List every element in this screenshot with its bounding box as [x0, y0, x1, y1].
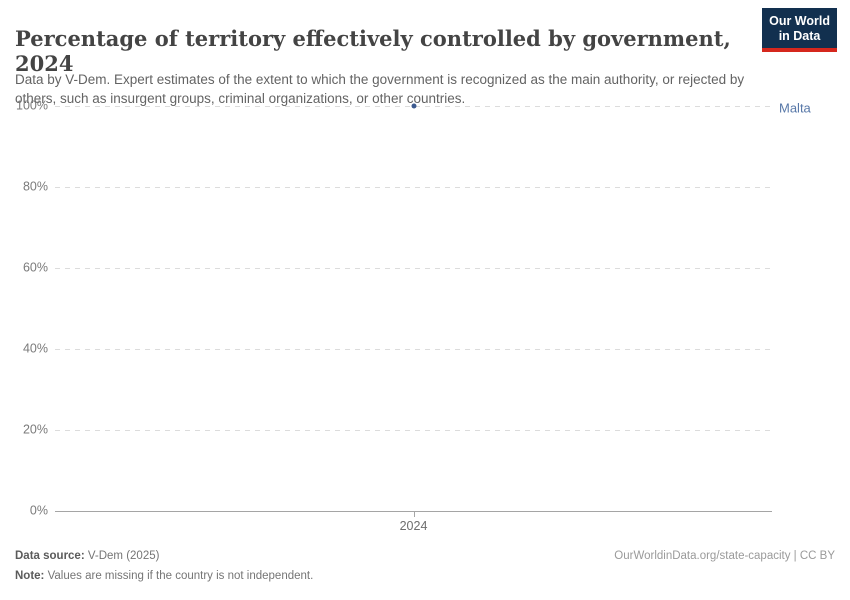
series-label-malta[interactable]: Malta — [779, 100, 811, 116]
footer-link[interactable]: OurWorldinData.org/state-capacity | CC B… — [614, 550, 835, 562]
x-axis-tick — [413, 512, 415, 517]
footer-note-label: Note: — [15, 570, 45, 582]
y-axis-tick-label: 0% — [29, 503, 48, 518]
footer-note-value: Values are missing if the country is not… — [44, 570, 314, 582]
y-axis-tick-label: 100% — [16, 98, 48, 113]
y-gridline — [55, 349, 772, 350]
y-axis-tick-label: 40% — [22, 341, 48, 356]
chart-subtitle: Data by V-Dem. Expert estimates of the e… — [15, 71, 745, 106]
x-axis-line — [55, 511, 772, 512]
y-axis-tick-label: 60% — [22, 260, 48, 275]
data-point-malta[interactable] — [411, 103, 416, 109]
footer-datasource-label: Data source: — [15, 550, 85, 562]
y-gridline — [55, 430, 772, 431]
y-axis-tick-label: 80% — [22, 179, 48, 194]
owid-logo-line1: Our World — [769, 14, 830, 28]
owid-logo[interactable]: Our World in Data — [762, 8, 837, 52]
y-axis-tick-label: 20% — [22, 422, 48, 437]
footer-datasource: Data source: V-Dem (2025) — [15, 550, 159, 562]
footer-datasource-value: V-Dem (2025) — [84, 550, 160, 562]
x-axis-tick-label: 2024 — [399, 519, 428, 533]
owid-logo-line2: in Data — [778, 29, 821, 43]
y-gridline — [55, 187, 772, 188]
footer-note: Note: Values are missing if the country … — [15, 570, 313, 582]
y-gridline — [55, 268, 772, 269]
chart-title: Percentage of territory effectively cont… — [15, 26, 731, 77]
